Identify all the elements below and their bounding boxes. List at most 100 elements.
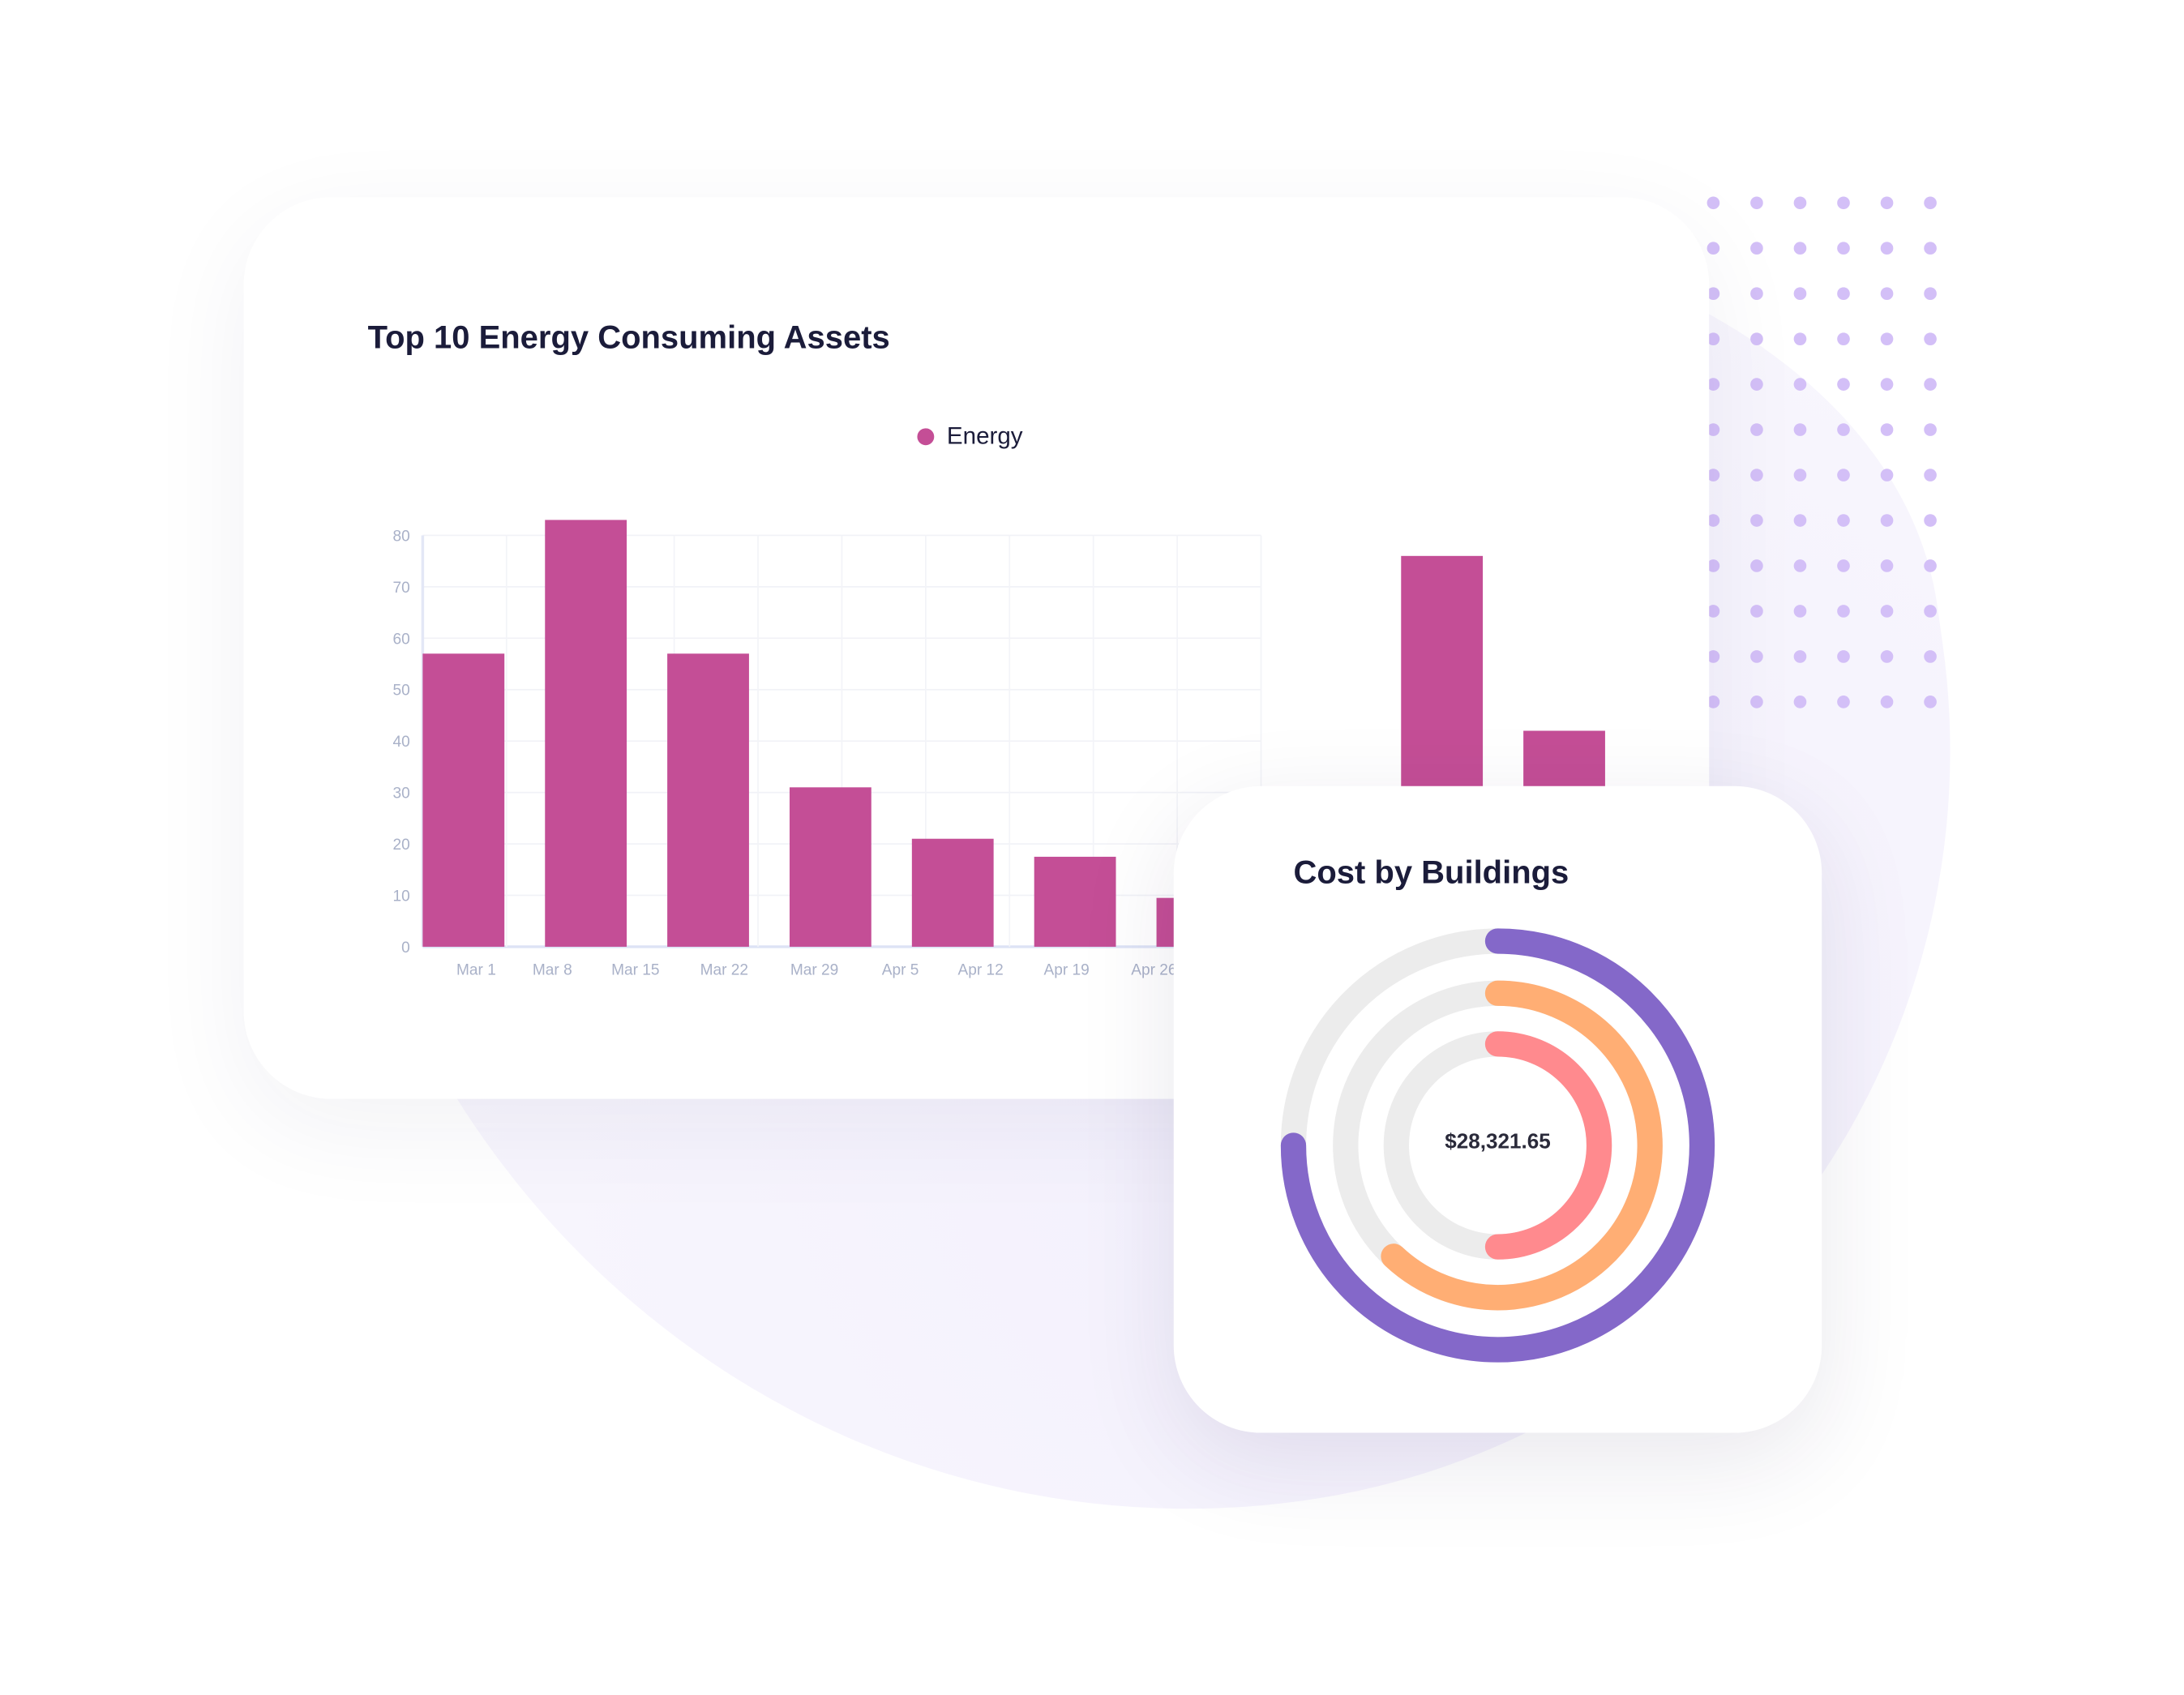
pattern-dot bbox=[1750, 559, 1763, 572]
pattern-dot bbox=[1707, 469, 1720, 482]
y-tick-label: 20 bbox=[392, 837, 409, 854]
pattern-dot bbox=[1924, 287, 1937, 301]
pattern-dot bbox=[1750, 514, 1763, 527]
pattern-dot bbox=[1750, 378, 1763, 391]
pattern-dot bbox=[1924, 696, 1937, 708]
pattern-dot bbox=[1750, 469, 1763, 482]
pattern-dot bbox=[1880, 378, 1894, 391]
pattern-dot bbox=[1837, 332, 1850, 345]
pattern-dot bbox=[1793, 196, 1807, 210]
pattern-dot bbox=[1793, 332, 1807, 345]
pattern-dot bbox=[1924, 514, 1937, 527]
y-tick-label: 60 bbox=[392, 631, 409, 648]
pattern-dot bbox=[1793, 242, 1807, 255]
pattern-dot bbox=[1750, 287, 1763, 301]
pattern-dot bbox=[1793, 423, 1807, 436]
pattern-dot bbox=[1707, 605, 1720, 618]
pattern-dot bbox=[1793, 378, 1807, 391]
y-tick-label: 0 bbox=[401, 940, 410, 957]
pattern-dot bbox=[1793, 696, 1807, 708]
pattern-dot bbox=[1880, 423, 1894, 436]
pattern-dot bbox=[1707, 287, 1720, 301]
donut-title: Cost by Buildings bbox=[1293, 854, 1569, 891]
pattern-dot bbox=[1707, 423, 1720, 436]
x-tick-label: Mar 29 bbox=[790, 962, 838, 979]
total-cost-value: $28,321.65 bbox=[1445, 1129, 1551, 1154]
pattern-dot bbox=[1793, 650, 1807, 663]
chart-title: Top 10 Energy Consuming Assets bbox=[367, 318, 890, 355]
x-tick-label: Mar 1 bbox=[456, 962, 496, 979]
pattern-dot bbox=[1793, 514, 1807, 527]
pattern-dot bbox=[1924, 196, 1937, 210]
pattern-dot bbox=[1837, 696, 1850, 708]
legend-marker bbox=[917, 428, 935, 446]
bar bbox=[422, 653, 505, 947]
x-tick-label: Apr 19 bbox=[1044, 962, 1090, 979]
pattern-dot bbox=[1707, 696, 1720, 708]
bar bbox=[789, 787, 871, 947]
y-tick-label: 30 bbox=[392, 785, 409, 803]
pattern-dot bbox=[1750, 696, 1763, 708]
pattern-dot bbox=[1750, 650, 1763, 663]
pattern-dot bbox=[1750, 605, 1763, 618]
pattern-dot bbox=[1707, 332, 1720, 345]
cost-by-buildings-card: Cost by Buildings $28,321.65 bbox=[1173, 785, 1822, 1433]
y-tick-label: 80 bbox=[392, 528, 409, 545]
y-tick-label: 50 bbox=[392, 683, 409, 700]
pattern-dot bbox=[1793, 605, 1807, 618]
ring-arc bbox=[1381, 980, 1663, 1311]
bar bbox=[545, 520, 627, 947]
pattern-dot bbox=[1837, 469, 1850, 482]
pattern-dot bbox=[1707, 242, 1720, 255]
pattern-dot bbox=[1924, 378, 1937, 391]
pattern-dot bbox=[1924, 423, 1937, 436]
pattern-dot bbox=[1880, 559, 1894, 572]
pattern-dot bbox=[1880, 469, 1894, 482]
legend-label: Energy bbox=[946, 422, 1023, 450]
y-tick-label: 70 bbox=[392, 580, 409, 597]
pattern-dot bbox=[1880, 242, 1894, 255]
x-tick-label: Mar 15 bbox=[611, 962, 659, 979]
bar bbox=[1034, 856, 1116, 947]
x-tick-label: Mar 8 bbox=[533, 962, 572, 979]
pattern-dot bbox=[1880, 696, 1894, 708]
pattern-dot bbox=[1837, 196, 1850, 210]
pattern-dot bbox=[1707, 559, 1720, 572]
pattern-dot bbox=[1707, 514, 1720, 527]
pattern-dot bbox=[1750, 332, 1763, 345]
dot-pattern bbox=[1707, 196, 1937, 708]
pattern-dot bbox=[1837, 514, 1850, 527]
pattern-dot bbox=[1707, 196, 1720, 210]
ring-arc bbox=[1280, 928, 1715, 1363]
pattern-dot bbox=[1880, 287, 1894, 301]
pattern-dot bbox=[1837, 242, 1850, 255]
ring-arc bbox=[1484, 1031, 1612, 1260]
pattern-dot bbox=[1924, 242, 1937, 255]
pattern-dot bbox=[1750, 196, 1763, 210]
pattern-dot bbox=[1750, 423, 1763, 436]
pattern-dot bbox=[1924, 559, 1937, 572]
radial-chart bbox=[1280, 928, 1715, 1363]
chart-legend[interactable]: Energy bbox=[917, 422, 1023, 451]
pattern-dot bbox=[1707, 650, 1720, 663]
pattern-dot bbox=[1880, 332, 1894, 345]
pattern-dot bbox=[1880, 196, 1894, 210]
x-tick-label: Mar 22 bbox=[700, 962, 748, 979]
pattern-dot bbox=[1793, 469, 1807, 482]
pattern-dot bbox=[1837, 378, 1850, 391]
pattern-dot bbox=[1837, 287, 1850, 301]
pattern-dot bbox=[1707, 378, 1720, 391]
pattern-dot bbox=[1924, 605, 1937, 618]
x-tick-label: Apr 5 bbox=[882, 962, 919, 979]
pattern-dot bbox=[1924, 332, 1937, 345]
pattern-dot bbox=[1880, 605, 1894, 618]
bar bbox=[911, 838, 994, 947]
y-tick-label: 40 bbox=[392, 734, 409, 751]
bar bbox=[667, 653, 749, 947]
x-tick-label: Apr 12 bbox=[957, 962, 1003, 979]
x-tick-label: Apr 26 bbox=[1131, 962, 1176, 979]
pattern-dot bbox=[1837, 605, 1850, 618]
y-tick-label: 10 bbox=[392, 888, 409, 905]
pattern-dot bbox=[1750, 242, 1763, 255]
